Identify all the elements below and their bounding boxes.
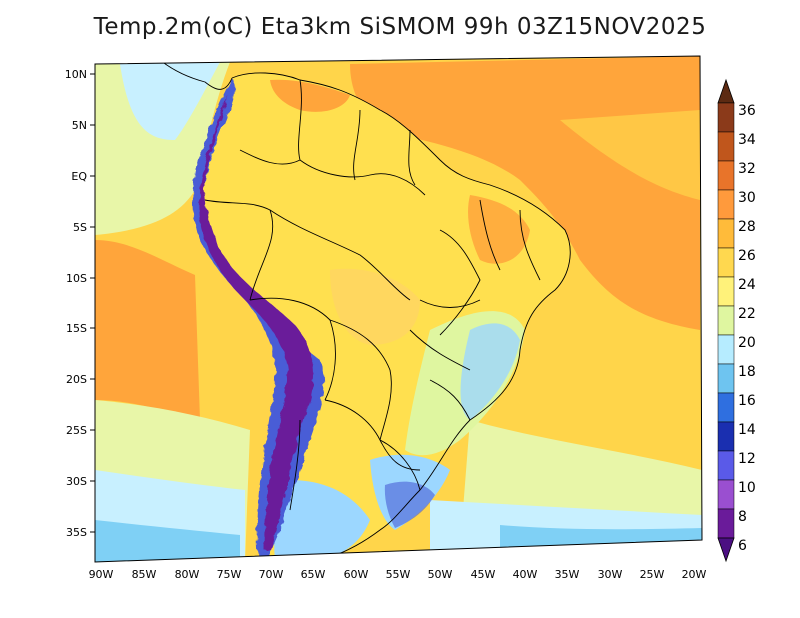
andes-cold-core — [199, 95, 314, 550]
colorbar-seg-15 — [717, 508, 735, 539]
lon-label-85w: 85W — [132, 568, 157, 581]
map-frame — [94, 55, 703, 563]
land-cold-south — [384, 481, 435, 528]
lon-label-25w: 25W — [640, 568, 665, 581]
colorbar-label-18: 18 — [738, 364, 756, 380]
lon-label-60w: 60W — [344, 568, 369, 581]
lat-label-10n: 10N — [65, 68, 87, 81]
colorbar-seg-9 — [717, 334, 735, 365]
map-title: Temp.2m(oC) Eta3km SiSMOM 99h 03Z15NOV20… — [93, 14, 707, 40]
colorbar-seg-3 — [717, 160, 735, 191]
pacific-warm-band — [95, 240, 200, 420]
colorbar-seg-10 — [717, 363, 735, 394]
latitude-axis: 10N 5N EQ 5S 10S 15S 20S 25S 30S 35S — [65, 68, 95, 539]
atlantic-mid — [560, 110, 700, 200]
lon-label-50w: 50W — [428, 568, 453, 581]
longitude-axis: 90W 85W 80W 75W 70W 65W 60W 55W 50W 45W … — [89, 568, 707, 581]
lat-label-15s: 15S — [66, 322, 87, 335]
land-warm-central — [330, 268, 420, 345]
colorbar-seg-13 — [717, 450, 735, 481]
lon-label-20w: 20W — [682, 568, 707, 581]
colorbar-label-22: 22 — [738, 306, 756, 322]
land-hot-north — [270, 79, 350, 112]
colorbar-seg-2 — [717, 131, 735, 162]
lat-label-10s: 10S — [66, 272, 87, 285]
lat-label-5n: 5N — [72, 119, 87, 132]
lat-label-5s: 5S — [73, 221, 87, 234]
colorbar-seg-7 — [717, 276, 735, 307]
lat-label-20s: 20S — [66, 373, 87, 386]
colorbar-label-6: 6 — [738, 538, 747, 554]
lon-label-30w: 30W — [598, 568, 623, 581]
pacific-south-18 — [95, 520, 240, 562]
colorbar-seg-4 — [717, 189, 735, 220]
lat-label-25s: 25S — [66, 424, 87, 437]
colorbar-seg-1 — [717, 102, 735, 133]
lon-label-55w: 55W — [386, 568, 411, 581]
colorbar-seg-11 — [717, 392, 735, 423]
colorbar-label-34: 34 — [738, 132, 756, 148]
country-borders — [159, 59, 571, 561]
colorbar: 36 34 32 30 28 26 24 22 20 18 16 14 12 1… — [717, 78, 756, 563]
lon-label-90w: 90W — [89, 568, 114, 581]
lat-label-30s: 30S — [66, 475, 87, 488]
colorbar-label-26: 26 — [738, 248, 756, 264]
colorbar-label-32: 32 — [738, 161, 756, 177]
pacific-north-cold — [120, 62, 220, 140]
colorbar-label-8: 8 — [738, 509, 747, 525]
colorbar-label-16: 16 — [738, 393, 756, 409]
lon-label-40w: 40W — [513, 568, 538, 581]
lon-label-65w: 65W — [301, 568, 326, 581]
colorbar-label-14: 14 — [738, 422, 756, 438]
colorbar-seg-8 — [717, 305, 735, 336]
colorbar-seg-14 — [717, 479, 735, 510]
colorbar-label-10: 10 — [738, 480, 756, 496]
colorbar-label-30: 30 — [738, 190, 756, 206]
colorbar-label-28: 28 — [738, 219, 756, 235]
colorbar-label-36: 36 — [738, 103, 756, 119]
land-cold-southeast — [460, 323, 520, 420]
lon-label-45w: 45W — [471, 568, 496, 581]
land-cool-argentina — [274, 480, 370, 560]
lat-label-eq: EQ — [71, 170, 87, 183]
lon-label-75w: 75W — [217, 568, 242, 581]
colorbar-seg-5 — [717, 218, 735, 249]
colorbar-label-12: 12 — [738, 451, 756, 467]
colorbar-label-24: 24 — [738, 277, 756, 293]
colorbar-bottom-arrow — [717, 537, 735, 563]
lat-label-35s: 35S — [66, 526, 87, 539]
colorbar-seg-6 — [717, 247, 735, 278]
colorbar-top-arrow — [717, 78, 735, 104]
lon-label-80w: 80W — [175, 568, 200, 581]
land-hot-northeast — [468, 195, 530, 264]
lon-label-35w: 35W — [555, 568, 580, 581]
colorbar-label-20: 20 — [738, 335, 756, 351]
lon-label-70w: 70W — [259, 568, 284, 581]
colorbar-seg-12 — [717, 421, 735, 452]
